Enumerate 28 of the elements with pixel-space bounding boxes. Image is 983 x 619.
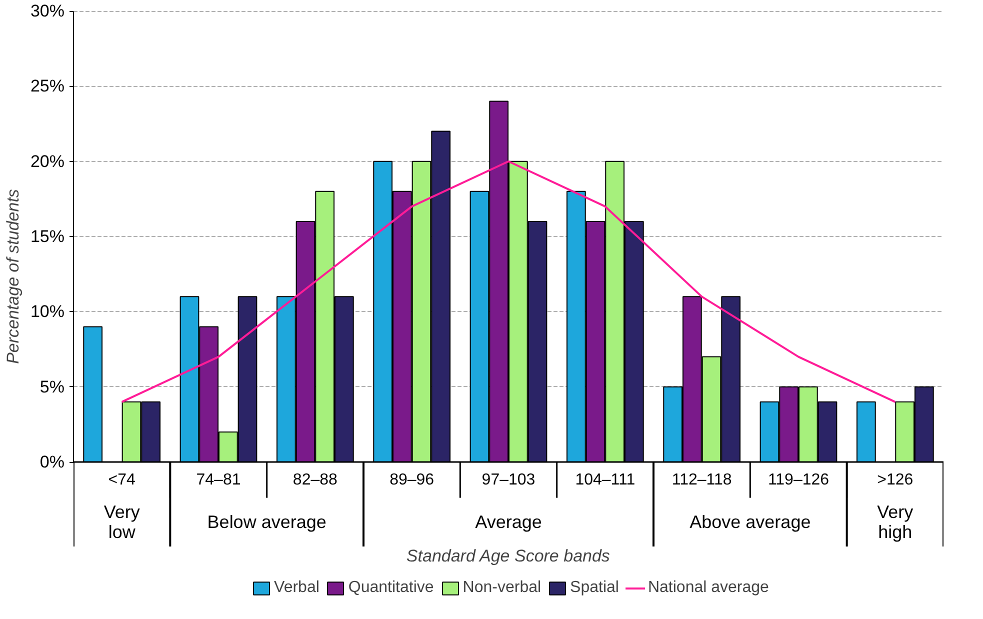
legend-label: National average [648, 578, 769, 596]
y-tick-label: 20% [30, 152, 65, 171]
text: Very high [877, 502, 914, 542]
legend-label: Non-verbal [462, 578, 542, 596]
x-tick-label: <74 [108, 471, 136, 488]
legend-label: Verbal [274, 578, 320, 596]
text: Very low [104, 502, 140, 542]
legend-label: Quantitative [348, 578, 434, 596]
y-tick-label: 0% [40, 452, 65, 472]
x-tick-label: 119–126 [768, 471, 830, 488]
x-tick-label: 74–81 [196, 471, 241, 488]
x-tick-label: 97–103 [482, 471, 536, 488]
text: Below average [207, 512, 326, 532]
x-tick-label: >126 [877, 471, 914, 488]
y-tick-label: 30% [30, 2, 65, 21]
text: Above average [690, 512, 811, 532]
x-tick-label: 112–118 [672, 471, 732, 488]
x-tick-label: 82–88 [292, 471, 338, 488]
y-tick-label: 10% [30, 302, 65, 322]
x-axis-title: Standard Age Score bands [406, 546, 610, 566]
y-tick-label: 5% [40, 377, 65, 396]
y-tick-label: 25% [30, 76, 65, 96]
legend-label: Spatial [570, 578, 619, 596]
y-axis-title: Percentage of students [3, 188, 22, 364]
x-tick-label: 89–96 [390, 471, 434, 488]
x-tick-label: 104–111 [575, 471, 636, 488]
y-tick-label: 15% [30, 227, 65, 246]
text: Average [475, 512, 542, 532]
